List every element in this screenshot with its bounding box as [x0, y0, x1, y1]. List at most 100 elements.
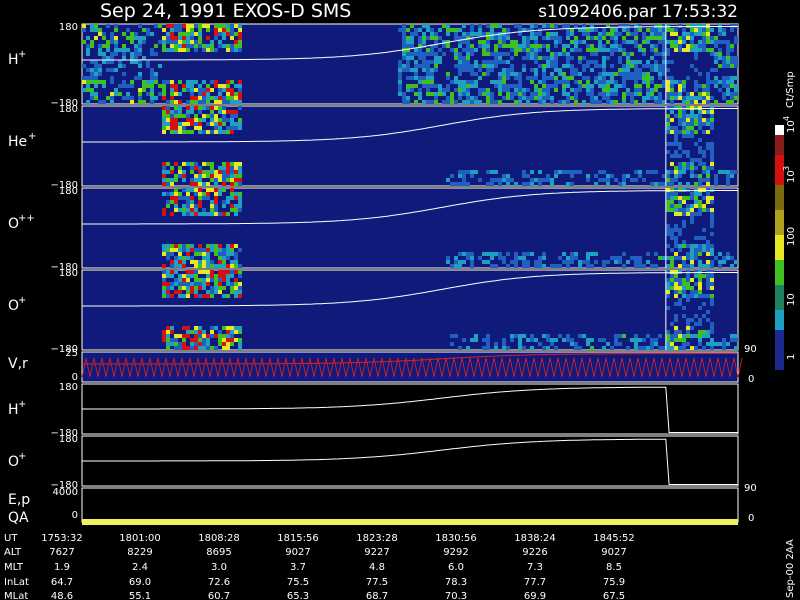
spectrogram-cell [226, 130, 230, 134]
spectrogram-cell [86, 100, 90, 104]
spectrogram-cell [598, 36, 602, 40]
spectrogram-cell [454, 80, 458, 84]
spectrogram-cell [438, 36, 442, 40]
spectrogram-cell [98, 52, 102, 56]
spectrogram-cell [230, 260, 234, 264]
spectrogram-cell [186, 200, 190, 204]
spectrogram-cell [218, 248, 222, 252]
spectrogram-cell [238, 346, 242, 350]
spectrogram-cell [422, 64, 426, 68]
spectrogram-cell [674, 334, 678, 338]
spectrogram-cell [430, 100, 434, 104]
spectrogram-cell [150, 88, 154, 92]
spectrogram-cell [682, 166, 686, 170]
spectrogram-cell [686, 342, 690, 346]
spectrogram-cell [590, 60, 594, 64]
spectrogram-cell [586, 264, 590, 268]
spectrogram-cell [646, 84, 650, 88]
spectrogram-cell [722, 60, 726, 64]
spectrogram-cell [642, 64, 646, 68]
spectrogram-cell [654, 182, 658, 186]
spectrogram-cell [530, 80, 534, 84]
spectrogram-cell [698, 318, 702, 322]
spectrogram-cell [198, 196, 202, 200]
table-cell: 64.7 [51, 577, 73, 588]
spectrogram-cell [694, 334, 698, 338]
spectrogram-cell [210, 330, 214, 334]
spectrogram-cell [190, 110, 194, 114]
spectrogram-cell [182, 244, 186, 248]
spectrogram-cell [658, 40, 662, 44]
spectrogram-cell [646, 260, 650, 264]
spectrogram-cell [670, 110, 674, 114]
spectrogram-cell [734, 88, 738, 92]
tick-label: 4000 [53, 487, 78, 498]
spectrogram-cell [654, 68, 658, 72]
spectrogram-cell [482, 92, 486, 96]
spectrogram-cell [690, 44, 694, 48]
spectrogram-cell [574, 68, 578, 72]
spectrogram-cell [238, 208, 242, 212]
spectrogram-cell [714, 80, 718, 84]
spectrogram-cell [594, 182, 598, 186]
spectrogram-cell [222, 338, 226, 342]
spectrogram-cell [682, 294, 686, 298]
spectrogram-cell [566, 56, 570, 60]
spectrogram-cell [134, 44, 138, 48]
spectrogram-cell [490, 60, 494, 64]
spectrogram-cell [190, 346, 194, 350]
table-cell: 1801:00 [119, 533, 161, 544]
spectrogram-cell [706, 244, 710, 248]
spectrogram-cell [722, 92, 726, 96]
spectrogram-cell [626, 56, 630, 60]
spectrogram-cell [674, 92, 678, 96]
spectrogram-cell [462, 40, 466, 44]
spectrogram-cell [534, 44, 538, 48]
spectrogram-cell [218, 338, 222, 342]
spectrogram-cell [214, 274, 218, 278]
spectrogram-cell [566, 84, 570, 88]
spectrogram-cell [590, 24, 594, 28]
spectrogram-cell [698, 290, 702, 294]
spectrogram-cell [122, 64, 126, 68]
spectrogram-cell [238, 80, 242, 84]
spectrogram-cell [178, 346, 182, 350]
spectrogram-cell [190, 170, 194, 174]
spectrogram-cell [702, 110, 706, 114]
spectrogram-cell [702, 96, 706, 100]
spectrogram-cell [702, 236, 706, 240]
spectrogram-cell [566, 100, 570, 104]
spectrogram-cell [170, 330, 174, 334]
table-cell: 1830:56 [435, 533, 477, 544]
spectrogram-cell [222, 96, 226, 100]
spectrogram-cell [666, 84, 670, 88]
spectrogram-cell [726, 56, 730, 60]
spectrogram-cell [226, 178, 230, 182]
spectrogram-cell [546, 334, 550, 338]
spectrogram-cell [678, 196, 682, 200]
spectrogram-cell [226, 126, 230, 130]
spectrogram-cell [166, 80, 170, 84]
spectrogram-cell [722, 170, 726, 174]
spectrogram-cell [698, 286, 702, 290]
spectrogram-cell [446, 96, 450, 100]
colorbar-unit: Ct/Smp [785, 71, 796, 108]
spectrogram-cell [190, 256, 194, 260]
spectrogram-cell [210, 130, 214, 134]
spectrogram-cell [170, 32, 174, 36]
spectrogram-cell [606, 84, 610, 88]
spectrogram-cell [702, 84, 706, 88]
spectrogram-cell [682, 200, 686, 204]
spectrogram-cell [522, 28, 526, 32]
spectrogram-cell [558, 40, 562, 44]
spectrogram-cell [102, 32, 106, 36]
spectrogram-cell [198, 334, 202, 338]
spectrogram-cell [578, 80, 582, 84]
spectrogram-cell [458, 260, 462, 264]
table-cell: 72.6 [208, 577, 230, 588]
spectrogram-cell [182, 294, 186, 298]
spectrogram-cell [134, 56, 138, 60]
spectrogram-cell [530, 178, 534, 182]
spectrogram-cell [586, 256, 590, 260]
spectrogram-cell [698, 294, 702, 298]
